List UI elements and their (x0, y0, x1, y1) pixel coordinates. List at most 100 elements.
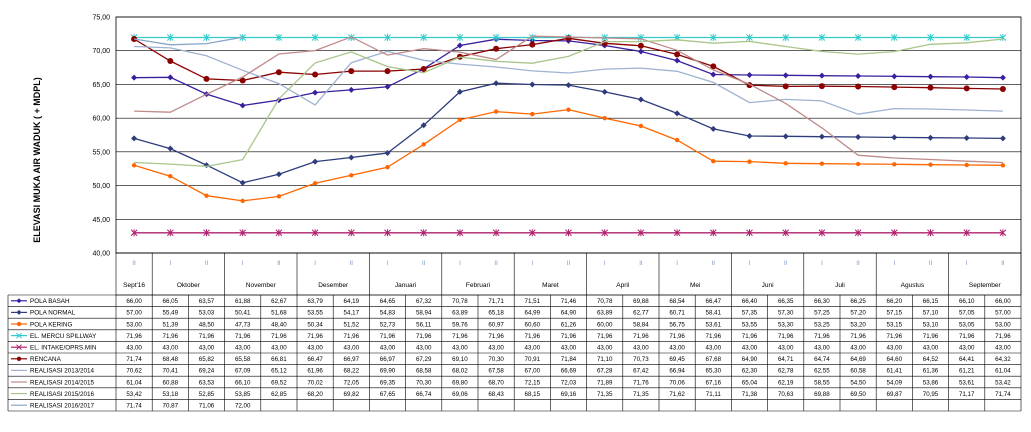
data-label: 57,10 (923, 310, 939, 317)
data-label: 71,06 (199, 403, 215, 410)
month-label: April (616, 282, 630, 289)
data-label: 72,05 (344, 379, 360, 386)
period-label: II (132, 261, 136, 267)
diamond-marker (963, 74, 970, 81)
legend-entry: REALISASI 2015/2016 (30, 391, 95, 398)
data-label: 63,53 (199, 379, 215, 386)
dot-marker (348, 68, 355, 75)
dot-marker (855, 83, 862, 90)
data-label: 62,85 (271, 391, 287, 398)
dot-marker (131, 35, 138, 42)
data-label: 71,35 (597, 391, 613, 398)
diamond-marker (782, 72, 789, 79)
data-label: 68,43 (488, 391, 504, 398)
data-label: 70,62 (126, 368, 142, 375)
data-label: 70,78 (597, 298, 613, 305)
data-label: 54,17 (344, 310, 360, 317)
data-label: 71,96 (126, 333, 142, 340)
diamond-marker (384, 150, 391, 157)
data-label: 71,96 (199, 333, 215, 340)
dot-marker (167, 57, 174, 64)
data-label: 54,09 (887, 379, 903, 386)
data-label: 68,02 (452, 368, 468, 375)
data-label: 64,32 (995, 356, 1011, 363)
data-label: 43,00 (959, 345, 975, 352)
diamond-marker (818, 72, 825, 79)
diamond-marker (999, 74, 1006, 81)
data-label: 69,52 (271, 379, 287, 386)
data-label: 57,20 (850, 310, 866, 317)
month-label: Oktober (177, 282, 201, 289)
star-marker (709, 229, 717, 237)
period-label: II (639, 261, 643, 267)
data-label: 72,15 (525, 379, 541, 386)
diamond-marker (312, 89, 319, 96)
star-marker (854, 229, 862, 237)
month-label: November (246, 282, 277, 289)
data-label: 64,74 (814, 356, 830, 363)
legend-entry: REALISASI 2014/2015 (30, 379, 95, 386)
data-label: 69,88 (814, 391, 830, 398)
legend-entry: POLA BASAH (30, 298, 70, 305)
month-label: Juni (762, 282, 774, 289)
period-label: II (712, 261, 716, 267)
data-label: 70,63 (778, 391, 794, 398)
data-label: 71,38 (742, 391, 758, 398)
period-label: II (784, 261, 788, 267)
data-label: 67,32 (416, 298, 432, 305)
data-label: 70,73 (633, 356, 649, 363)
data-label: 69,06 (452, 391, 468, 398)
circle-marker (168, 173, 173, 179)
data-label: 60,97 (488, 321, 504, 328)
data-label: 43,00 (525, 345, 541, 352)
data-label: 69,45 (669, 356, 685, 363)
month-label: Maret (542, 282, 559, 289)
data-label: 52,73 (380, 321, 396, 328)
data-label: 71,96 (344, 333, 360, 340)
data-label: 53,86 (923, 379, 939, 386)
star-marker (275, 33, 283, 41)
star-marker (890, 33, 898, 41)
data-label: 60,88 (163, 379, 179, 386)
data-label: 64,41 (959, 356, 975, 363)
data-label: 70,91 (525, 356, 541, 363)
legend-entry: REALISASI 2016/2017 (30, 403, 95, 410)
diamond-marker (312, 158, 319, 165)
data-label: 57,15 (887, 310, 903, 317)
diamond-marker (855, 134, 862, 141)
data-label: 66,00 (995, 298, 1011, 305)
circle-marker (819, 161, 825, 166)
circle-marker (855, 161, 861, 167)
data-label: 70,30 (488, 356, 504, 363)
dot-marker (963, 85, 970, 92)
data-label: 67,65 (380, 391, 396, 398)
star-marker (492, 229, 500, 237)
circle-marker (349, 173, 354, 178)
dot-marker (927, 84, 934, 91)
diamond-marker (999, 135, 1006, 142)
data-label: 70,30 (416, 379, 432, 386)
month-label: Mei (690, 282, 700, 289)
data-label: 70,41 (163, 368, 179, 375)
dot-marker (384, 68, 391, 75)
star-marker (818, 33, 826, 41)
data-label: 71,96 (561, 333, 577, 340)
data-label: 60,71 (669, 310, 685, 317)
period-label: II (277, 261, 281, 267)
data-label: 71,74 (995, 391, 1011, 398)
month-label: Januari (395, 282, 416, 289)
data-label: 62,77 (633, 310, 649, 317)
data-label: 64,52 (923, 356, 939, 363)
data-label: 64,99 (525, 310, 541, 317)
x-categories: Sept'16 Oktober November Desember Januari Feb… (115, 252, 1022, 296)
y-tick-label: 50,00 (92, 183, 110, 190)
y-tick-labels: 40,00 45,00 50,00 55,00 60,00 65,00 70,00 75,00 (92, 15, 110, 258)
data-label: 71,96 (995, 333, 1011, 340)
star-marker (818, 229, 826, 237)
period-label: II (205, 261, 209, 267)
data-label: 72,03 (561, 379, 577, 386)
y-tick-label: 55,00 (92, 149, 110, 156)
data-label: 71,35 (633, 391, 649, 398)
data-label: 53,10 (923, 321, 939, 328)
